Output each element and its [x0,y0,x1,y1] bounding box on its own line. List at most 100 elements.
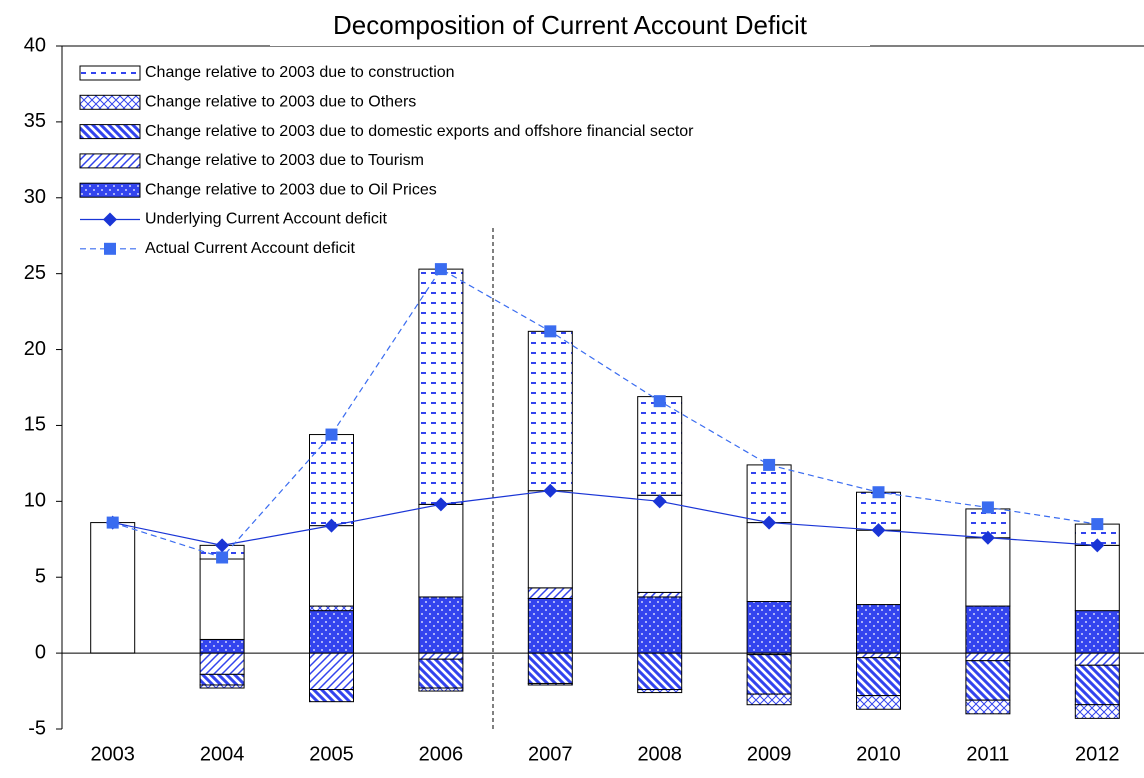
x-tick-label: 2011 [966,743,1009,765]
x-tick-label: 2005 [309,743,354,765]
bar-segment [199,684,245,689]
line-marker [763,458,776,471]
bar-segment [309,652,354,691]
y-tick-label: 5 [35,566,46,588]
bar-segment [965,537,1011,607]
bar-segment [637,494,683,593]
bar-segment [1074,652,1120,666]
bar-segment [418,596,464,654]
y-tick-label: 40 [24,34,46,56]
legend-swatch [79,182,141,198]
line-marker [543,483,558,498]
bar-segment [309,605,354,612]
bar-segment [309,434,354,527]
line-marker [106,516,119,529]
line-marker [1091,518,1104,531]
y-tick-label: 25 [24,262,46,284]
line-marker [434,263,447,276]
y-tick-label: -5 [28,717,46,739]
series-line [112,268,1098,559]
bar-segment [637,591,683,598]
line-marker [325,428,338,441]
line-marker [1090,538,1105,553]
legend-swatch [79,94,141,110]
bar-segment [199,558,245,640]
bar-segment [1074,704,1120,719]
legend-label: Actual Current Account deficit [145,240,355,257]
bar-segment [90,522,136,654]
bar-segment [965,605,1011,654]
bar-segment [856,652,901,659]
bar-segment [527,682,573,686]
legend-label: Underlying Current Account deficit [145,211,387,228]
bar-segment [637,689,683,694]
line-marker [652,494,667,509]
y-tick-label: 35 [24,110,46,132]
line-marker [872,486,885,499]
legend-label: Change relative to 2003 due to Others [145,94,416,111]
bar-segment [527,587,573,599]
bar-segment [856,695,901,710]
chart-title: Decomposition of Current Account Deficit [333,10,808,40]
x-tick-label: 2012 [1075,743,1120,765]
line-marker [981,501,994,514]
x-tick-label: 2003 [90,743,135,765]
line-marker [433,497,448,512]
legend-marker [103,212,117,227]
legend-label: Change relative to 2003 due to construct… [145,64,455,81]
y-tick-label: 10 [24,490,46,512]
bar-segment [309,689,354,703]
legend-swatch [79,65,141,81]
line-marker [216,551,229,564]
bar-segment [199,638,245,654]
bar-segment [418,268,464,505]
bar-segment [418,687,464,692]
bar-segment [856,604,901,654]
bar-segment [746,654,792,695]
bar-segment [1074,664,1120,706]
bar-segment [1074,610,1120,654]
bar-segment [418,652,464,660]
legend-label: Change relative to 2003 due to domestic … [145,123,694,140]
bar-segment [856,657,901,697]
bar-segment [746,601,792,654]
bar-segment [637,652,683,691]
bar-segment [637,396,683,496]
legend-label: Change relative to 2003 due to Tourism [145,152,424,169]
line-marker [980,530,995,545]
x-tick-label: 2009 [747,743,792,765]
x-tick-label: 2007 [528,743,573,765]
bar-segment [965,652,1011,662]
x-tick-label: 2006 [419,743,464,765]
legend-swatch [79,153,141,169]
x-tick-label: 2010 [856,743,901,765]
bar-segment [527,652,573,684]
bar-segment [309,610,354,654]
legend-marker [104,242,116,255]
series-line [112,490,1098,546]
bar-segment [199,652,245,675]
bar-segment [418,658,464,689]
bar-segment [965,660,1011,701]
x-tick-label: 2008 [637,743,682,765]
legend-label: Change relative to 2003 due to Oil Price… [145,181,437,198]
bar-segment [637,596,683,654]
bar-segment [527,490,573,589]
bar-segment [309,525,354,607]
bar-segment [746,693,792,706]
line-marker [544,325,557,338]
y-tick-label: 15 [24,414,46,436]
bar-segment [856,529,901,606]
y-tick-label: 20 [24,338,46,360]
title-background [270,10,870,46]
line-marker [871,523,886,538]
legend-swatch [79,124,141,140]
bar-segment [199,673,245,686]
line-marker [762,515,777,530]
x-tick-label: 2004 [200,743,245,765]
line-marker [324,518,339,533]
bar-segment [1074,544,1120,612]
y-tick-label: 0 [35,641,46,663]
bar-segment [965,699,1011,715]
